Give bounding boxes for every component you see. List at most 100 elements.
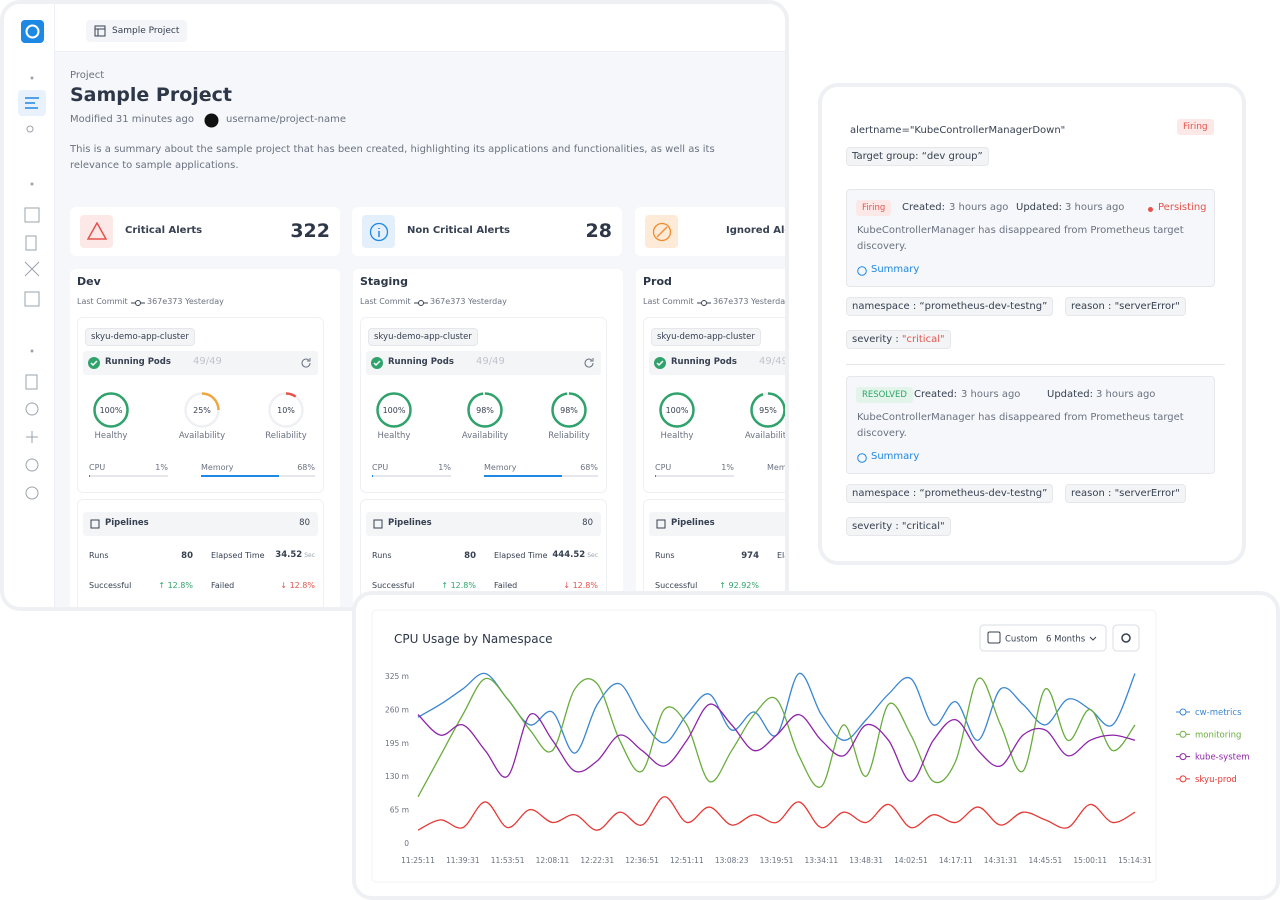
settings-button[interactable] <box>1112 624 1140 652</box>
legend-label: skyu-prod <box>1195 775 1237 785</box>
x-tick-label: 12:22:31 <box>580 856 614 865</box>
nav-item[interactable] <box>25 402 39 416</box>
repo[interactable]: username/project-name <box>226 114 347 125</box>
pods-value: 49/49 <box>759 356 788 367</box>
runs: 974 <box>741 551 759 561</box>
severity-value: "critical" <box>901 521 945 532</box>
event-message: KubeControllerManager has disappeared fr… <box>857 225 1184 252</box>
x-tick-label: 13:19:51 <box>760 856 794 865</box>
elapsed-value: 444.52 <box>552 550 586 560</box>
summary-link[interactable]: Summary <box>871 451 920 462</box>
failed: ↓ 12.8% <box>280 581 315 590</box>
cpu-track <box>89 475 168 477</box>
cpu-label: CPU <box>655 463 672 472</box>
nav-item[interactable] <box>24 291 40 307</box>
successful_label: Successful <box>655 581 698 590</box>
cluster-box: skyu-demo-app-cluster Running Pods 49/49 10… <box>643 317 789 493</box>
logo[interactable] <box>21 20 44 43</box>
pipelines-icon <box>373 519 383 529</box>
gauge-label: Availability <box>744 431 789 441</box>
severity-tag: severity : "critical" <box>846 517 951 536</box>
commit-icon <box>131 300 145 306</box>
gauge-label: Healthy <box>377 431 411 441</box>
alert-card-label: Critical Alerts <box>125 225 203 236</box>
commit-dot <box>701 300 707 306</box>
updated-label: Updated: <box>1016 202 1062 213</box>
icon <box>857 266 867 276</box>
event-box: Firing Created: 3 hours ago Updated: 3 hours… <box>846 189 1215 287</box>
runs_label: Runs <box>89 551 109 560</box>
dropdown-caret <box>1089 636 1097 641</box>
refresh-icon[interactable] <box>300 357 312 369</box>
runs_label: Runs <box>655 551 675 560</box>
gauge-arc <box>93 392 129 428</box>
sidebar <box>4 4 55 607</box>
severity-tag: severity : "critical" <box>846 330 951 349</box>
nav-item[interactable] <box>25 486 39 500</box>
severity-label: severity : <box>852 521 902 532</box>
cpu-value: 1% <box>155 463 168 472</box>
alert-status: Firing <box>1177 119 1214 135</box>
gauge-label: Availability <box>178 431 226 441</box>
label-tag: reason : "serverError" <box>1065 484 1186 503</box>
env-name: Staging <box>360 275 408 288</box>
gauge: 95% <box>750 392 785 428</box>
nav-item[interactable] <box>25 374 38 390</box>
alert-card[interactable]: Non Critical Alerts 28 <box>352 207 622 256</box>
gauge: 100% <box>93 392 129 428</box>
gauge: 98% <box>551 392 587 428</box>
pods-row: Running Pods 49/49 <box>366 351 601 375</box>
series-line <box>417 796 1136 831</box>
icon <box>373 519 383 529</box>
pods-value: 49/49 <box>193 356 222 367</box>
failed_label: Failed <box>494 581 518 590</box>
x-tick-label: 14:17:11 <box>939 856 973 865</box>
alert-card[interactable]: Critical Alerts 322 <box>70 207 340 256</box>
alert-name: alertname="KubeControllerManagerDown" <box>850 125 1066 136</box>
gauge-arc <box>184 392 220 428</box>
successful_label: Successful <box>372 581 415 590</box>
commit-icon <box>414 300 428 306</box>
x-tick-label: 14:31:31 <box>984 856 1018 865</box>
range-picker[interactable] <box>979 624 1107 652</box>
gauge-value: 100% <box>666 406 689 415</box>
nav-item[interactable] <box>25 235 37 251</box>
project-title: Sample Project <box>70 84 233 106</box>
nav-item[interactable] <box>24 207 40 223</box>
gauge-value: 100% <box>100 406 123 415</box>
gauge-arc <box>467 392 503 428</box>
alert-card[interactable]: Ignored Alerts <box>635 207 785 256</box>
successful: ↑ 92.92% <box>719 581 759 590</box>
nav-item[interactable] <box>24 261 40 277</box>
pipelines-box: Pipelines 80 Runs 80 Elapsed Time 34.52 Sec Suc… <box>77 499 324 607</box>
nav-item[interactable] <box>26 125 34 133</box>
modified: Modified 31 minutes ago <box>70 114 195 125</box>
updated-label: Updated: <box>1047 389 1093 400</box>
pipelines-box: Pipelines 80 Runs 80 Elapsed Time 444.52 Sec Su… <box>360 499 607 607</box>
runs_label: Runs <box>372 551 392 560</box>
summary-link[interactable]: Summary <box>871 264 920 275</box>
gauge: 98% <box>467 392 503 428</box>
alert-card-count: 28 <box>585 220 612 242</box>
refresh-icon[interactable] <box>583 357 595 369</box>
runs: 80 <box>181 551 193 561</box>
commit-label: Last Commit <box>77 297 128 306</box>
elapsed-value: 34.52 <box>275 550 303 560</box>
gauge: 100% <box>376 392 412 428</box>
nav-item[interactable] <box>26 431 38 443</box>
project-tab[interactable]: Sample Project <box>86 20 188 42</box>
memory-label: Memory <box>484 463 517 472</box>
icon <box>857 453 867 463</box>
updated: 3 hours ago <box>1096 389 1156 400</box>
nav-item[interactable] <box>25 458 39 472</box>
x-tick-label: 11:39:31 <box>446 856 480 865</box>
elapsed-unit: Sec <box>587 552 598 559</box>
cpu-value: 1% <box>721 463 734 472</box>
created: 3 hours ago <box>949 202 1009 213</box>
commit-label: Last Commit <box>360 297 411 306</box>
pipelines-box: Pipelines Runs 974 Elapsed Time Successful ↑ … <box>643 499 785 607</box>
x-tick-label: 11:53:51 <box>491 856 525 865</box>
gear-icon <box>1121 633 1131 643</box>
cluster-name: skyu-demo-app-cluster <box>368 328 478 346</box>
chart-panel: CPU Usage by Namespace Custom 6 Months 0 65 … <box>352 591 1280 900</box>
